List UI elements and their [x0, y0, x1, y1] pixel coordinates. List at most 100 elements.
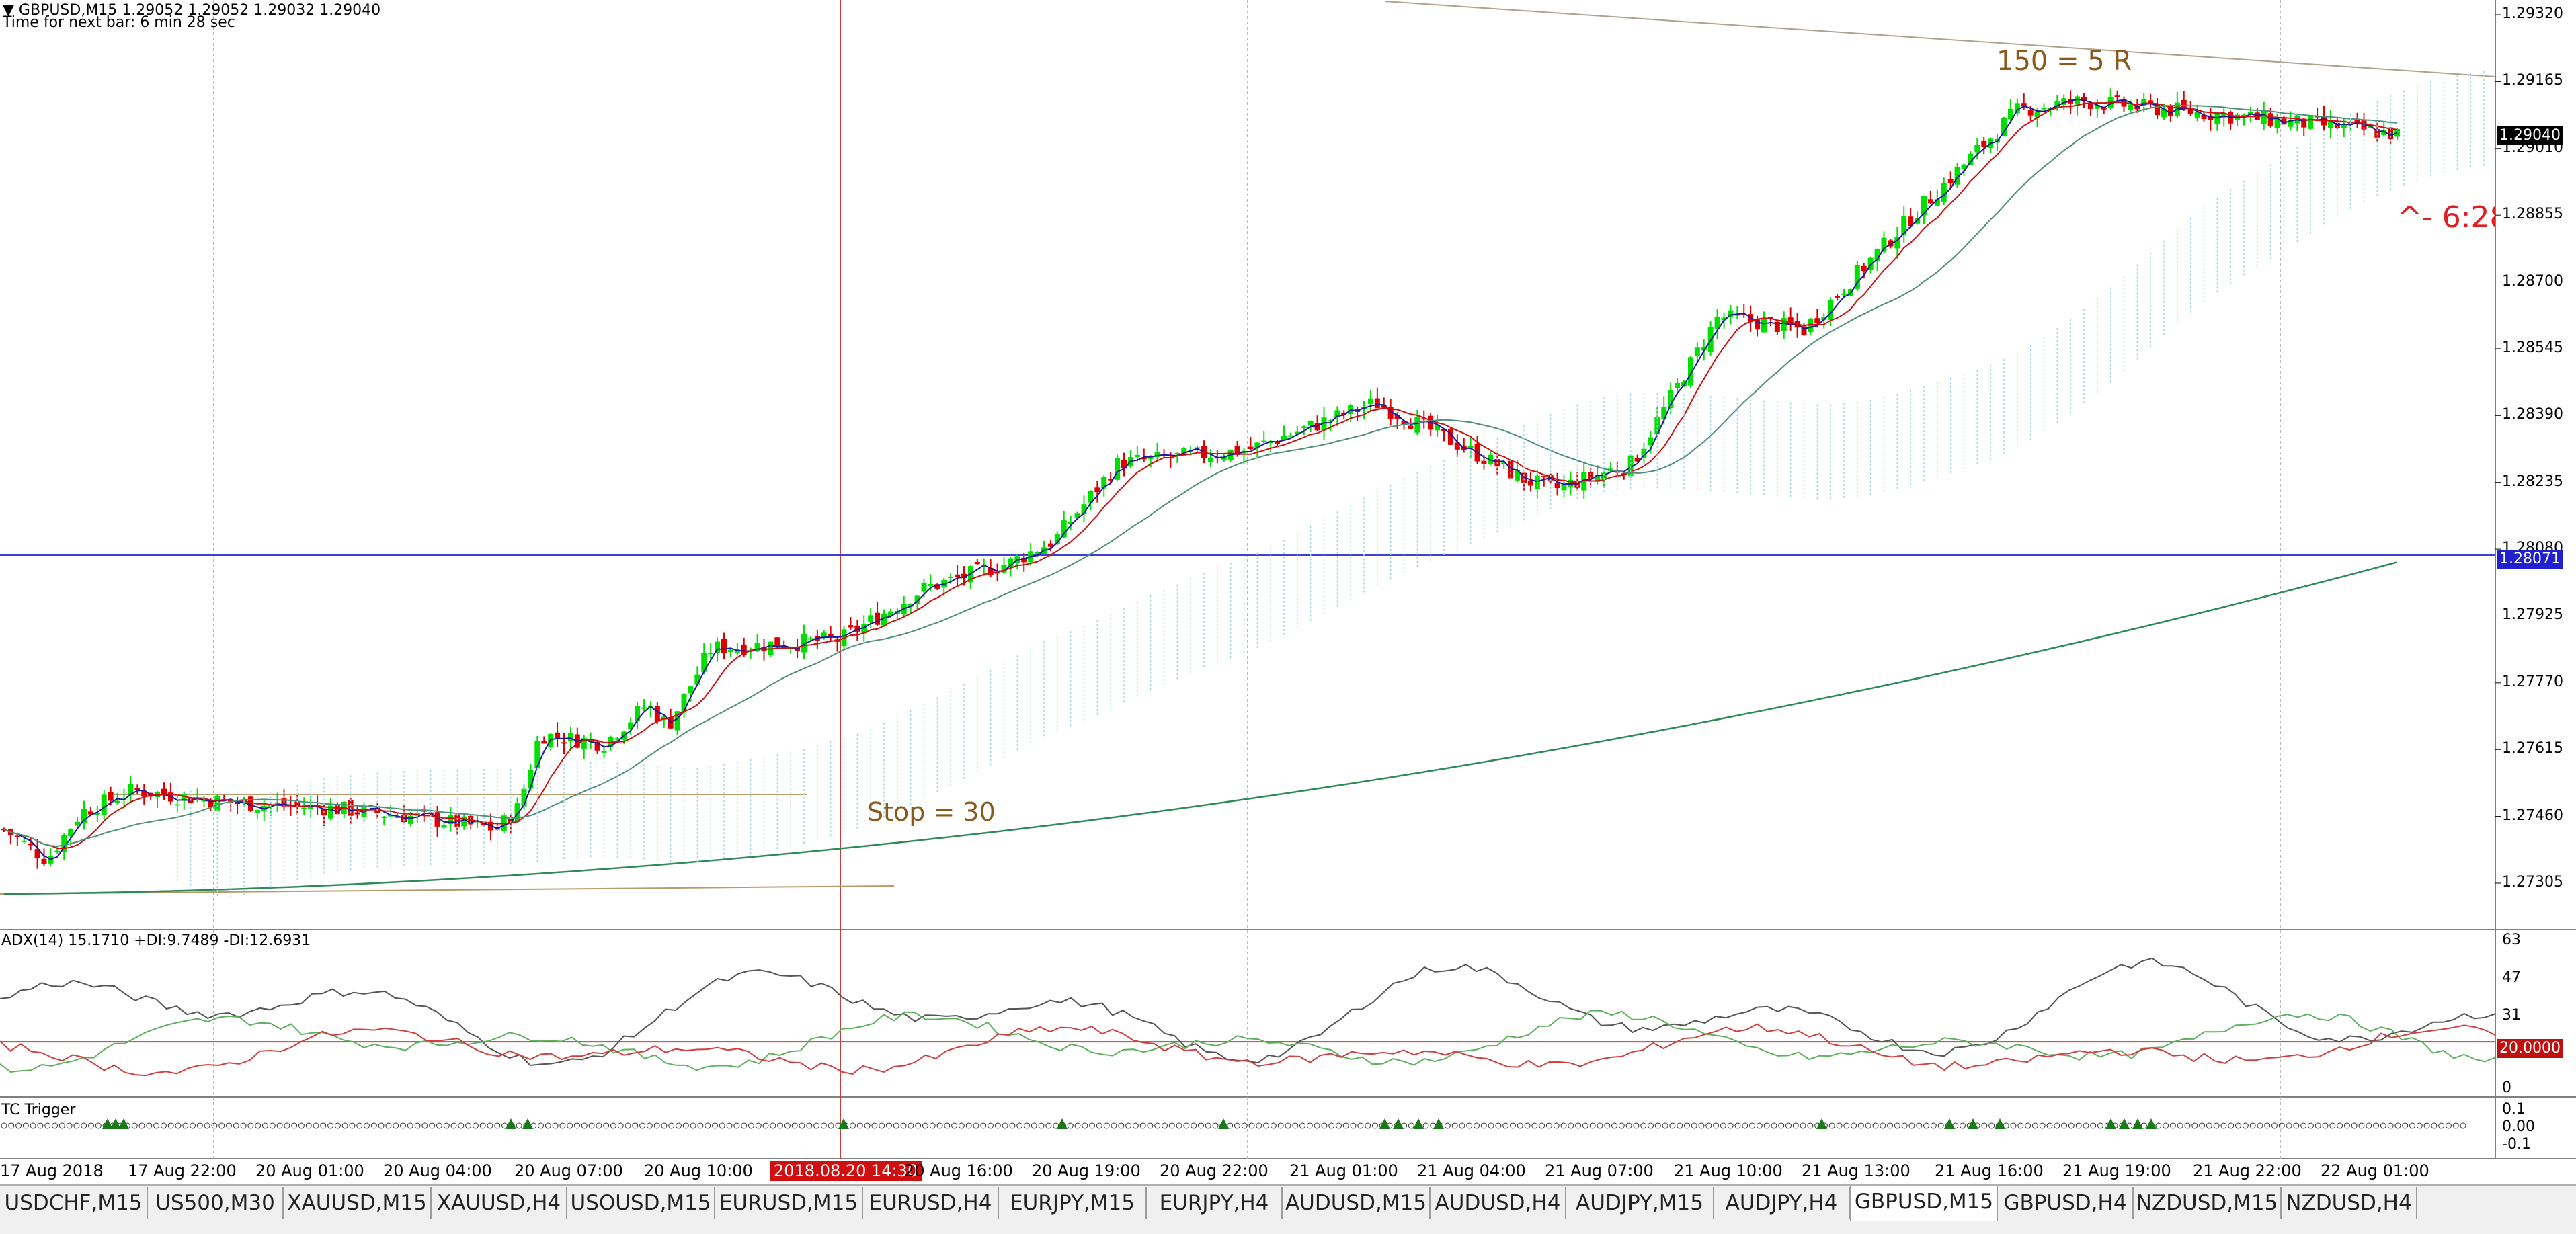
tc-marker [748, 1122, 754, 1129]
candle-body [2187, 107, 2193, 114]
candle-body [1901, 216, 1907, 235]
symbol-tab[interactable]: XAUUSD,M15 [284, 1187, 432, 1219]
symbol-tab[interactable]: EURJPY,H4 [1147, 1187, 1283, 1219]
tc-marker [1618, 1122, 1625, 1129]
candle-body [694, 674, 700, 685]
tc-marker [1321, 1122, 1328, 1129]
tc-marker [226, 1122, 233, 1129]
tc-marker [777, 1122, 784, 1129]
time-axis-tick: 17 Aug 22:00 [128, 1161, 237, 1180]
tc-marker [341, 1122, 348, 1129]
tc-marker [1633, 1122, 1640, 1129]
tc-marker [182, 1122, 189, 1129]
tc-marker [1807, 1122, 1814, 1129]
candle-body [34, 849, 40, 859]
tc-up-arrow [1816, 1118, 1827, 1129]
candle-body [2208, 115, 2214, 121]
tc-marker [1241, 1122, 1248, 1129]
tc-marker [1727, 1122, 1734, 1129]
tc-up-arrow [1218, 1118, 1229, 1129]
tc-marker [1669, 1122, 1676, 1129]
tc-marker [1857, 1122, 1864, 1129]
candle-body [28, 844, 34, 846]
candle-body [2027, 110, 2034, 116]
tc-marker [22, 1122, 29, 1129]
symbol-tab[interactable]: AUDUSD,H4 [1431, 1187, 1566, 1219]
time-axis-tick: 21 Aug 07:00 [1545, 1161, 1654, 1180]
candle-body [1035, 552, 1041, 555]
candle-body [1001, 565, 1007, 573]
candle-body [1941, 183, 1947, 202]
symbol-tab[interactable]: NZDUSD,H4 [2282, 1187, 2417, 1219]
tc-marker [1923, 1122, 1930, 1129]
symbol-tab[interactable]: GBPUSD,H4 [1998, 1187, 2134, 1219]
candle-body [354, 812, 360, 815]
candle-body [81, 809, 87, 823]
candle-body [1694, 347, 1700, 356]
next-bar-timer: Time for next bar: 6 min 28 sec [3, 14, 235, 31]
tc-marker [399, 1122, 406, 1129]
candle-body [61, 835, 67, 852]
candle-body [1481, 460, 1487, 464]
tc-marker [1771, 1122, 1777, 1129]
tc-marker [479, 1122, 486, 1129]
symbol-tab[interactable]: AUDJPY,H4 [1714, 1187, 1850, 1219]
tc-marker [37, 1122, 44, 1129]
candle-body [635, 706, 641, 721]
candle-body [1447, 429, 1453, 445]
tc-marker [1212, 1122, 1219, 1129]
tc-marker [1299, 1122, 1306, 1129]
crosshair-time-tag: 2018.08.20 14:30 [770, 1161, 922, 1181]
price-chart[interactable] [0, 0, 2576, 1184]
candle-body [1307, 421, 1314, 426]
tc-axis-tick: 0.00 [2502, 1118, 2535, 1135]
tc-up-arrow [522, 1118, 533, 1129]
tc-marker [1285, 1122, 1291, 1129]
adx-label: ADX(14) 15.1710 +DI:9.7489 -DI:12.6931 [1, 932, 311, 949]
symbol-tab[interactable]: EURJPY,M15 [999, 1187, 1147, 1219]
symbol-tab[interactable]: EURUSD,M15 [715, 1187, 863, 1219]
candle-body [1521, 472, 1527, 483]
tc-marker [2394, 1122, 2401, 1129]
tc-marker [1009, 1122, 1016, 1129]
candle-body [1334, 410, 1340, 418]
candle-body [1814, 318, 1820, 323]
symbol-tab[interactable]: US500,M30 [148, 1187, 284, 1219]
symbol-tab[interactable]: AUDJPY,M15 [1566, 1187, 1714, 1219]
candle-body [2075, 96, 2081, 105]
tc-trigger-label: TC Trigger [1, 1102, 76, 1118]
symbol-tab[interactable]: USOUSD,M15 [567, 1187, 715, 1219]
symbol-tab[interactable]: AUDUSD,M15 [1283, 1187, 1431, 1219]
tc-marker [44, 1122, 51, 1129]
candle-body [528, 770, 534, 789]
symbol-tab[interactable]: EURUSD,H4 [863, 1187, 999, 1219]
time-axis-tick: 22 Aug 01:00 [2321, 1161, 2429, 1180]
candle-body [1854, 265, 1860, 289]
candle-body [1068, 522, 1074, 524]
tc-marker [313, 1122, 319, 1129]
candle-body [1008, 558, 1014, 568]
symbol-tab[interactable]: USDCHF,M15 [0, 1187, 148, 1219]
tc-marker [2351, 1122, 2358, 1129]
symbol-tab[interactable]: NZDUSD,M15 [2134, 1187, 2282, 1219]
candle-body [1321, 417, 1327, 431]
candle-body [614, 738, 620, 740]
symbol-tab[interactable]: GBPUSD,M15 [1850, 1186, 1998, 1221]
tc-marker [138, 1122, 145, 1129]
candle-body [828, 634, 834, 638]
tc-marker [1509, 1122, 1516, 1129]
symbol-tab[interactable]: XAUUSD,H4 [432, 1187, 567, 1219]
tc-marker [458, 1122, 465, 1129]
tc-marker [1234, 1122, 1240, 1129]
tc-marker [1836, 1122, 1843, 1129]
tc-marker [160, 1122, 167, 1129]
candle-body [921, 583, 927, 592]
candle-body [708, 652, 714, 655]
candle-body [327, 805, 333, 819]
tc-marker [1625, 1122, 1632, 1129]
candle-body [461, 816, 467, 827]
candle-body [848, 625, 854, 628]
time-axis-tick: 20 Aug 04:00 [383, 1161, 492, 1180]
tc-marker [668, 1122, 675, 1129]
